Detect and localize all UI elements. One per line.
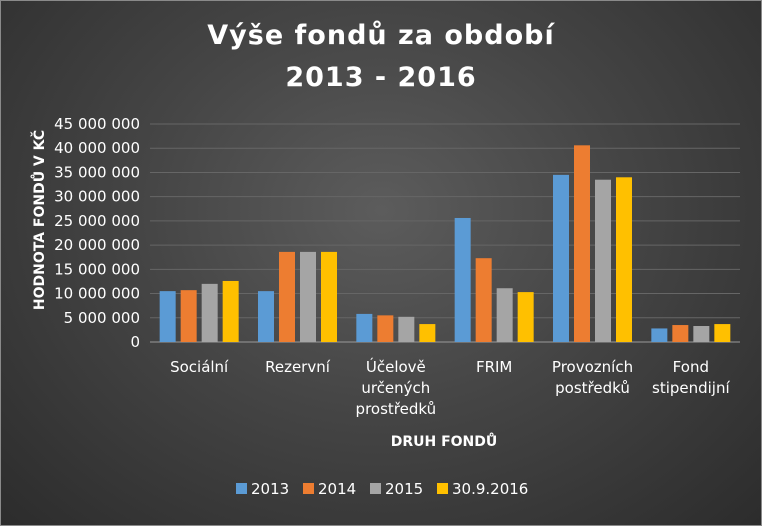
legend-swatch <box>236 483 247 494</box>
legend-swatch <box>370 483 381 494</box>
bar-2014-1 <box>279 251 295 342</box>
y-axis-label: HODNOTA FONDŮ V KČ <box>30 130 48 310</box>
bar-30-9-2016-3 <box>517 292 534 342</box>
bar-2013-4 <box>553 174 569 342</box>
x-axis-label: DRUH FONDŮ <box>391 432 498 450</box>
y-tick-label: 40 000 000 <box>54 139 140 157</box>
legend-label: 2013 <box>251 480 289 498</box>
bar-2013-3 <box>454 217 471 342</box>
y-tick-label: 30 000 000 <box>54 188 140 206</box>
y-tick-label: 20 000 000 <box>54 236 140 254</box>
legend-label: 30.9.2016 <box>452 480 528 498</box>
bar-2014-3 <box>475 258 492 342</box>
bar-30-9-2016-2 <box>419 324 436 342</box>
bar-2015-5 <box>693 326 710 342</box>
bar-30-9-2016-1 <box>321 251 337 342</box>
bar-2014-4 <box>574 145 590 342</box>
bar-30-9-2016-5 <box>714 324 731 342</box>
y-tick-label: 35 000 000 <box>54 163 140 181</box>
bar-2014-5 <box>672 325 689 342</box>
chart-title-line1: Výše fondů za období <box>207 20 555 51</box>
bar-2013-0 <box>159 291 176 342</box>
bar-30-9-2016-0 <box>222 280 239 342</box>
y-tick-label: 25 000 000 <box>54 212 140 230</box>
y-tick-label: 15 000 000 <box>54 260 140 278</box>
bar-2013-1 <box>258 291 274 342</box>
bar-2015-1 <box>300 251 316 342</box>
x-tick-label: Účelově určených prostředků <box>356 357 437 418</box>
bar-2014-2 <box>377 315 394 342</box>
bar-2015-0 <box>201 283 218 342</box>
x-tick-label: FRIM <box>476 358 512 376</box>
legend-swatch <box>303 483 314 494</box>
bar-2015-3 <box>496 288 513 342</box>
legend-swatch <box>437 483 448 494</box>
y-tick-label: 0 <box>130 333 140 351</box>
bar-2013-2 <box>356 313 373 342</box>
y-tick-label: 10 000 000 <box>54 285 140 303</box>
y-tick-label: 45 000 000 <box>54 115 140 133</box>
x-tick-label: Fond stipendijní <box>652 358 730 397</box>
bar-2015-2 <box>398 316 415 342</box>
legend-label: 2014 <box>318 480 356 498</box>
bar-2015-4 <box>595 179 611 342</box>
y-tick-label: 5 000 000 <box>64 309 140 327</box>
chart-title-line2: 2013 - 2016 <box>285 62 477 93</box>
bar-2013-5 <box>651 328 668 342</box>
legend-label: 2015 <box>385 480 423 498</box>
x-tick-label: Sociální <box>170 358 229 376</box>
bar-30-9-2016-4 <box>616 177 632 342</box>
bar-2014-0 <box>180 290 197 342</box>
x-tick-label: Provozních postředků <box>552 358 633 397</box>
x-tick-label: Rezervní <box>265 358 331 376</box>
